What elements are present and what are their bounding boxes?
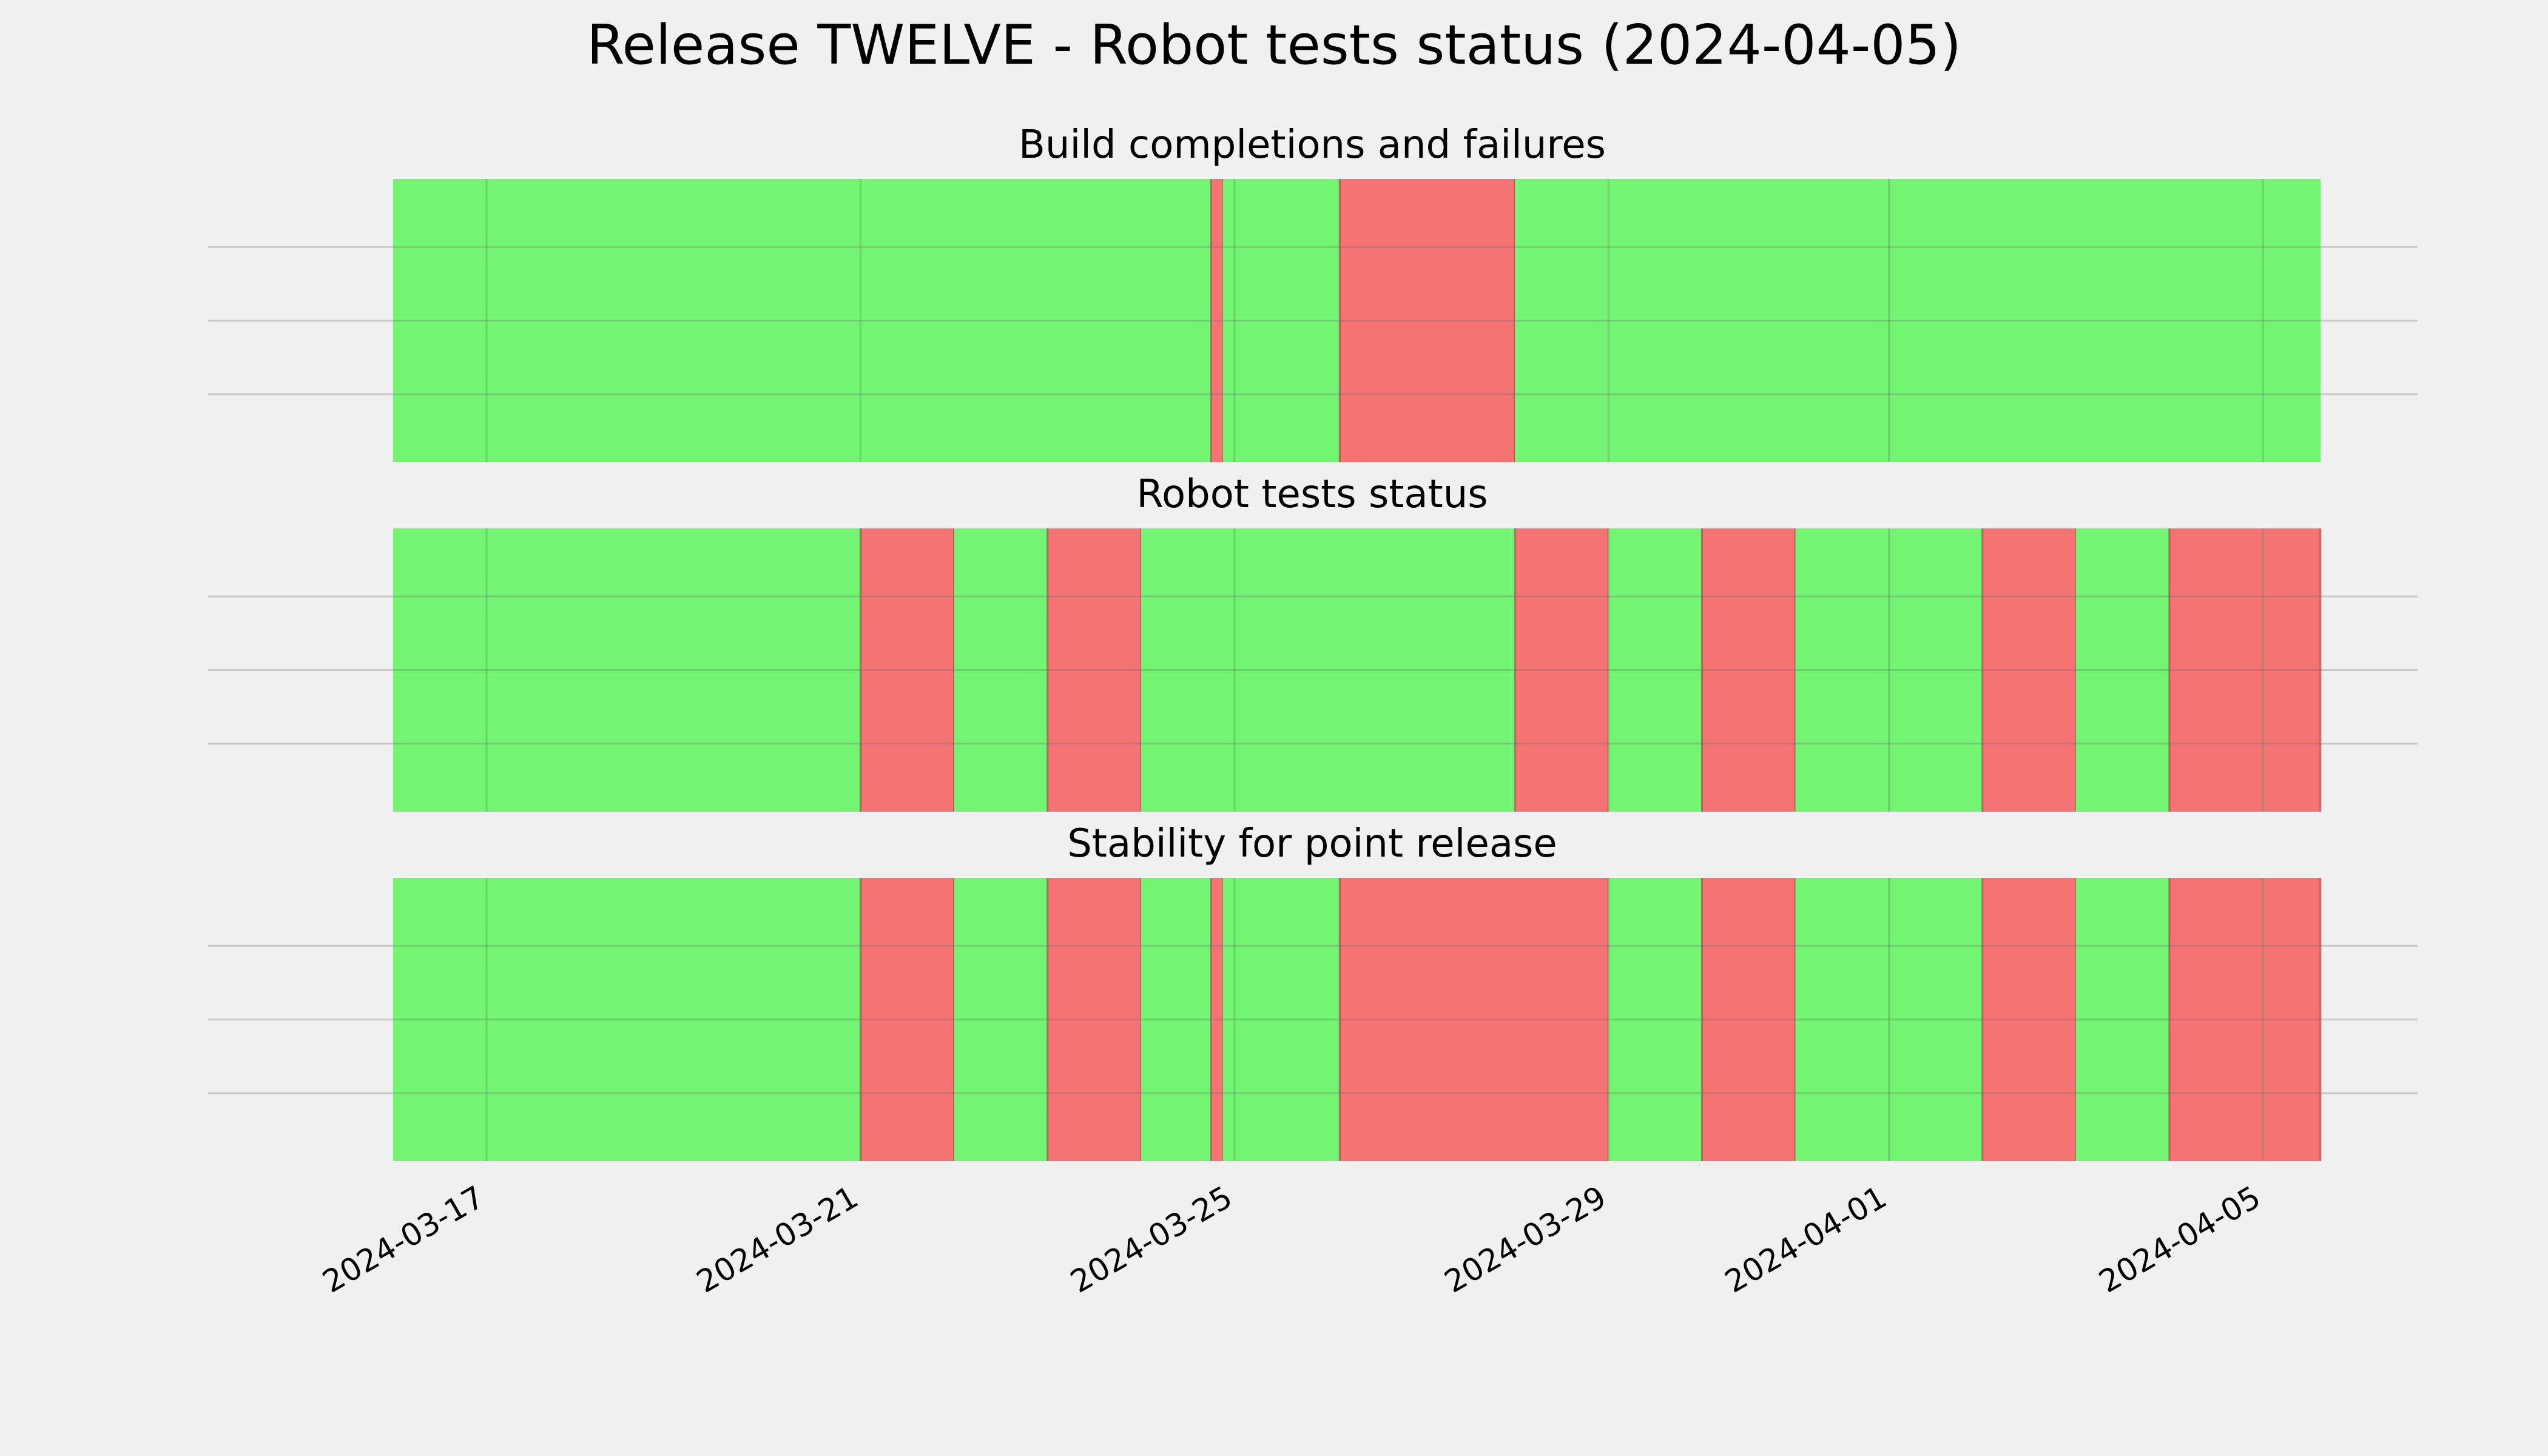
pass-segment xyxy=(1222,179,1340,462)
pass-segment xyxy=(1608,878,1702,1161)
pass-segment xyxy=(1141,878,1212,1161)
x-tick-label: 2024-03-29 xyxy=(1439,1179,1613,1300)
x-tick-label: 2024-04-05 xyxy=(2093,1179,2267,1300)
fail-segment xyxy=(1340,179,1515,462)
pass-segment xyxy=(1795,528,1983,812)
panel-1: Build completions and failures xyxy=(208,123,2418,462)
pass-segment xyxy=(1515,179,2320,462)
x-axis: 2024-03-17 2024-03-21 2024-03-25 2024-03-29… xyxy=(317,1179,2267,1300)
x-tick-label: 2024-03-25 xyxy=(1065,1179,1238,1300)
panel-3: Stability for point release xyxy=(208,821,2418,1161)
fail-segment xyxy=(1702,528,1796,812)
chart-title: Release TWELVE - Robot tests status (202… xyxy=(587,13,1961,77)
pass-segment xyxy=(954,528,1048,812)
panel-title: Stability for point release xyxy=(1067,821,1557,866)
fail-segment xyxy=(1702,878,1796,1161)
pass-segment xyxy=(2075,528,2169,812)
fail-segment xyxy=(860,528,954,812)
pass-segment xyxy=(393,528,861,812)
fail-segment xyxy=(2169,878,2320,1161)
fail-segment xyxy=(1340,878,1609,1161)
x-tick-label: 2024-04-01 xyxy=(1719,1179,1893,1300)
x-tick-label: 2024-03-21 xyxy=(691,1179,864,1300)
pass-segment xyxy=(954,878,1048,1161)
fail-segment xyxy=(1982,528,2076,812)
panel-2: Robot tests status xyxy=(208,472,2418,812)
fail-segment xyxy=(1982,878,2076,1161)
fail-segment xyxy=(1515,528,1609,812)
panel-title: Build completions and failures xyxy=(1019,123,1606,167)
x-tick-label: 2024-03-17 xyxy=(317,1179,490,1300)
fail-segment xyxy=(2169,528,2320,812)
pass-segment xyxy=(1222,878,1340,1161)
pass-segment xyxy=(2075,878,2169,1161)
fail-segment xyxy=(860,878,954,1161)
panel-title: Robot tests status xyxy=(1136,472,1488,517)
pass-segment xyxy=(393,878,861,1161)
fail-segment xyxy=(1211,179,1223,462)
fail-segment xyxy=(1047,878,1141,1161)
pass-segment xyxy=(1141,528,1515,812)
fail-segment xyxy=(1211,878,1223,1161)
fail-segment xyxy=(1047,528,1141,812)
pass-segment xyxy=(393,179,1212,462)
panels: Build completions and failures Robot test… xyxy=(208,123,2418,1161)
pass-segment xyxy=(1795,878,1983,1161)
pass-segment xyxy=(1608,528,1702,812)
